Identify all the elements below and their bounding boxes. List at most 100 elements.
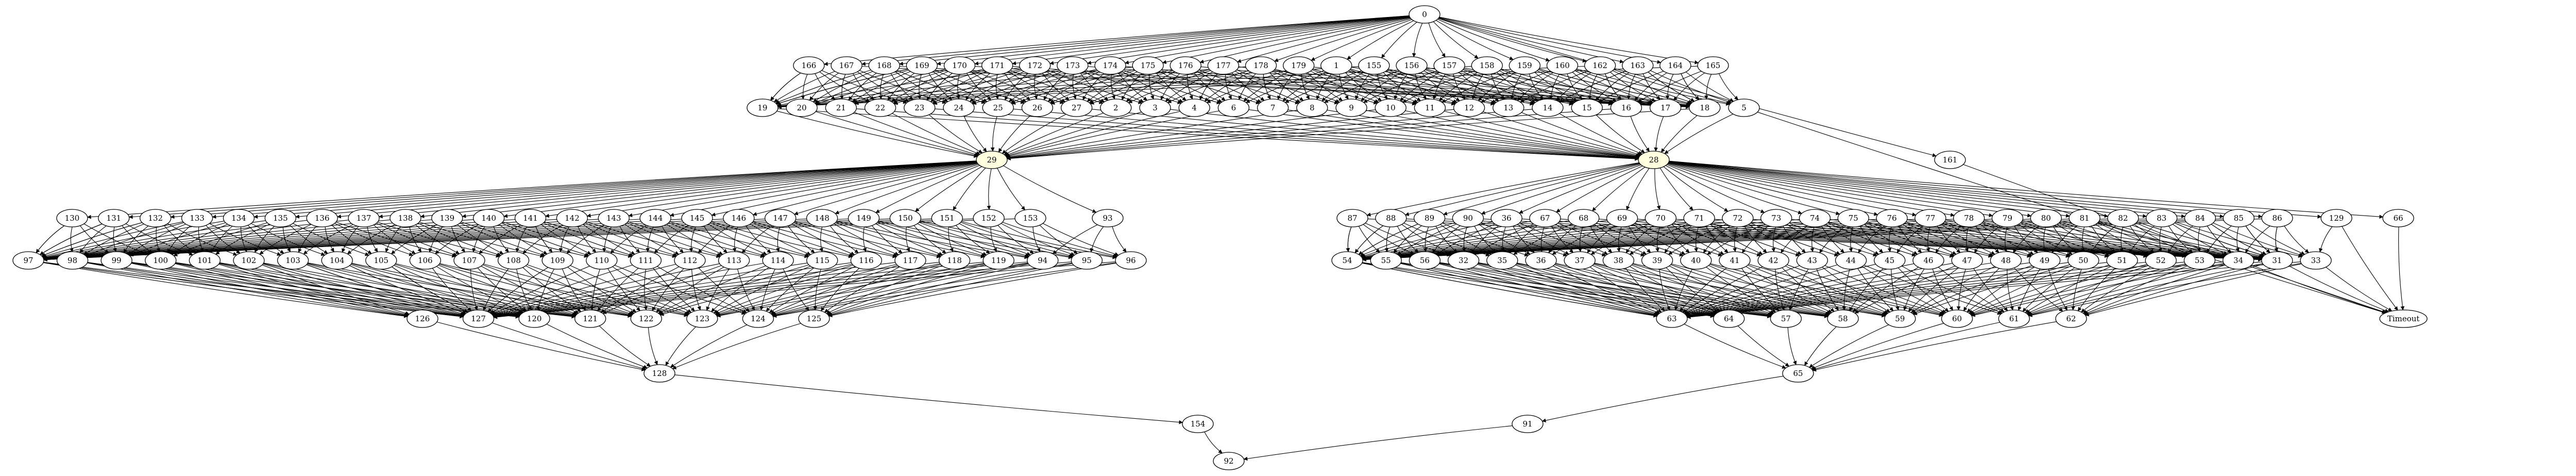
- graph-node[interactable]: 78: [1953, 209, 1985, 227]
- graph-node[interactable]: 114: [762, 251, 794, 270]
- graph-node[interactable]: 172: [1019, 56, 1051, 75]
- graph-node[interactable]: 111: [630, 251, 662, 270]
- graph-node[interactable]: 80: [2030, 209, 2062, 227]
- graph-node[interactable]: 116: [850, 251, 883, 270]
- graph-node[interactable]: 95: [1071, 251, 1103, 270]
- graph-node[interactable]: 94: [1027, 251, 1059, 270]
- graph-node[interactable]: 104: [321, 251, 353, 270]
- graph-node[interactable]: 8: [1296, 99, 1328, 117]
- graph-node[interactable]: 98: [56, 251, 89, 270]
- graph-node[interactable]: 5: [1728, 99, 1760, 117]
- graph-node[interactable]: 29: [976, 151, 1008, 169]
- graph-node[interactable]: 120: [518, 309, 550, 328]
- graph-node[interactable]: 157: [1433, 56, 1465, 75]
- graph-node[interactable]: Timeout: [2379, 309, 2428, 328]
- graph-node[interactable]: 72: [1722, 209, 1754, 227]
- graph-node[interactable]: 54: [1331, 251, 1363, 270]
- graph-node[interactable]: 6: [1217, 99, 1250, 117]
- graph-node[interactable]: 53: [2183, 251, 2216, 270]
- graph-node[interactable]: 108: [497, 251, 530, 270]
- graph-node[interactable]: 68: [1568, 209, 1600, 227]
- graph-node[interactable]: 32: [1447, 251, 1480, 270]
- graph-node[interactable]: 25: [982, 99, 1014, 117]
- graph-node[interactable]: 177: [1207, 56, 1240, 75]
- graph-node[interactable]: 113: [718, 251, 750, 270]
- graph-node[interactable]: 76: [1876, 209, 1908, 227]
- graph-node[interactable]: 65: [1782, 364, 1814, 383]
- graph-node[interactable]: 46: [1912, 251, 1944, 270]
- graph-node[interactable]: 124: [742, 309, 774, 328]
- graph-node[interactable]: 167: [831, 56, 862, 75]
- graph-node[interactable]: 3: [1139, 99, 1171, 117]
- graph-node[interactable]: 47: [1951, 251, 1983, 270]
- graph-node[interactable]: 137: [348, 209, 380, 227]
- graph-node[interactable]: 92: [1213, 452, 1245, 470]
- graph-node[interactable]: 12: [1453, 99, 1485, 117]
- graph-node[interactable]: 159: [1509, 56, 1541, 75]
- graph-node[interactable]: 50: [2067, 251, 2099, 270]
- graph-node[interactable]: 24: [943, 99, 975, 117]
- graph-node[interactable]: 112: [674, 251, 706, 270]
- graph-node[interactable]: 84: [2184, 209, 2216, 227]
- graph-node[interactable]: 175: [1132, 56, 1164, 75]
- graph-node[interactable]: 23: [904, 99, 936, 117]
- graph-node[interactable]: 179: [1282, 56, 1315, 75]
- graph-node[interactable]: 102: [233, 251, 265, 270]
- graph-node[interactable]: 79: [1991, 209, 2024, 227]
- graph-node[interactable]: 15: [1571, 99, 1603, 117]
- graph-node[interactable]: 81: [2069, 209, 2100, 227]
- graph-node[interactable]: 148: [806, 209, 838, 227]
- graph-node[interactable]: 105: [365, 251, 397, 270]
- graph-node[interactable]: 70: [1645, 209, 1676, 227]
- graph-node[interactable]: 20: [786, 99, 818, 117]
- graph-node[interactable]: 161: [1934, 151, 1966, 169]
- graph-node[interactable]: 142: [556, 209, 588, 227]
- graph-node[interactable]: 39: [1641, 251, 1673, 270]
- graph-node[interactable]: 61: [1998, 309, 2030, 328]
- graph-node[interactable]: 155: [1358, 56, 1390, 75]
- graph-node[interactable]: 147: [765, 209, 796, 227]
- graph-node[interactable]: 18: [1689, 99, 1721, 117]
- graph-node[interactable]: 64: [1713, 309, 1745, 328]
- graph-node[interactable]: 158: [1471, 56, 1503, 75]
- graph-node[interactable]: 170: [943, 56, 976, 75]
- graph-node[interactable]: 131: [98, 209, 130, 227]
- graph-node[interactable]: 118: [938, 251, 971, 270]
- graph-node[interactable]: 110: [586, 251, 618, 270]
- graph-node[interactable]: 107: [453, 251, 485, 270]
- graph-node[interactable]: 166: [793, 56, 825, 75]
- graph-node[interactable]: 139: [431, 209, 463, 227]
- graph-node[interactable]: 123: [686, 309, 718, 328]
- graph-node[interactable]: 109: [541, 251, 573, 270]
- graph-node[interactable]: 44: [1835, 251, 1867, 270]
- graph-node[interactable]: 99: [100, 251, 132, 270]
- graph-node[interactable]: 7: [1257, 99, 1289, 117]
- graph-node[interactable]: 143: [598, 209, 630, 227]
- graph-node[interactable]: 4: [1178, 99, 1210, 117]
- graph-node[interactable]: 127: [462, 309, 495, 328]
- graph-node[interactable]: 121: [574, 309, 606, 328]
- graph-node[interactable]: 40: [1680, 251, 1712, 270]
- graph-node[interactable]: 48: [1990, 251, 2022, 270]
- graph-node[interactable]: 31: [2261, 251, 2293, 270]
- graph-node[interactable]: 134: [223, 209, 255, 227]
- graph-node[interactable]: 171: [981, 56, 1013, 75]
- graph-node[interactable]: 151: [931, 209, 963, 227]
- graph-node[interactable]: 49: [2028, 251, 2061, 270]
- graph-node[interactable]: 51: [2106, 251, 2138, 270]
- graph-node[interactable]: 150: [889, 209, 922, 227]
- graph-node[interactable]: 63: [1656, 309, 1688, 328]
- graph-node[interactable]: 176: [1170, 56, 1201, 75]
- graph-node[interactable]: 178: [1245, 56, 1277, 75]
- graph-node[interactable]: 125: [798, 309, 830, 328]
- graph-node[interactable]: 168: [868, 56, 900, 75]
- graph-node[interactable]: 130: [56, 209, 88, 227]
- graph-node[interactable]: 2: [1100, 99, 1132, 117]
- graph-node[interactable]: 17: [1649, 99, 1682, 117]
- graph-node[interactable]: 133: [181, 209, 213, 227]
- graph-node[interactable]: 165: [1697, 56, 1729, 75]
- graph-node[interactable]: 58: [1827, 309, 1859, 328]
- graph-node[interactable]: 35: [1486, 251, 1518, 270]
- graph-node[interactable]: 96: [1115, 251, 1147, 270]
- graph-node[interactable]: 146: [723, 209, 755, 227]
